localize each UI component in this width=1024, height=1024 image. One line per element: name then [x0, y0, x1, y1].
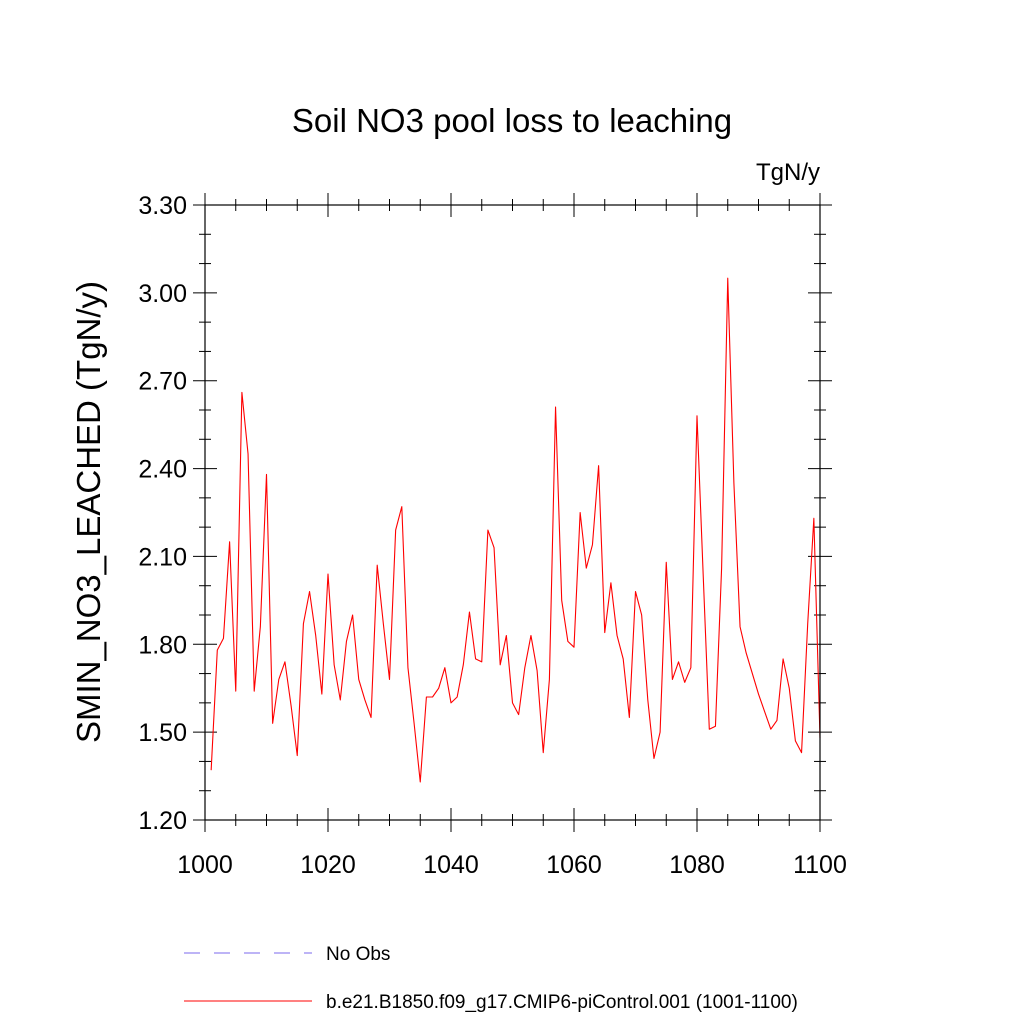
x-tick-label: 1060 — [546, 851, 602, 879]
series-line — [210, 277, 821, 783]
axis-ticks — [193, 193, 832, 832]
legend: No Obs b.e21.B1850.f09_g17.CMIP6-piContro… — [184, 944, 798, 1013]
x-tick-label: 1020 — [300, 851, 356, 879]
x-tick-label: 1000 — [177, 851, 233, 879]
y-tick-label: 3.30 — [138, 192, 187, 220]
chart-title: Soil NO3 pool loss to leaching — [292, 102, 732, 139]
y-axis-title: SMIN_NO3_LEACHED (TgN/y) — [70, 281, 107, 743]
tick-labels: 1000 1020 1040 1060 1080 1100 1.20 1.50 1.80 2.10… — [138, 192, 847, 879]
legend-label: No Obs — [326, 944, 390, 965]
y-tick-label: 2.10 — [138, 543, 187, 571]
y-tick-label: 2.40 — [138, 456, 187, 484]
y-tick-label: 1.80 — [138, 631, 187, 659]
x-tick-label: 1040 — [423, 851, 479, 879]
x-tick-label: 1080 — [669, 851, 725, 879]
plot-frame — [204, 204, 821, 821]
y-tick-label: 2.70 — [138, 368, 187, 396]
legend-label: b.e21.B1850.f09_g17.CMIP6-piControl.001 … — [326, 992, 798, 1013]
y-tick-label: 3.00 — [138, 280, 187, 308]
y-tick-label: 1.20 — [138, 807, 187, 835]
y-tick-label: 1.50 — [138, 719, 187, 747]
x-tick-label: 1100 — [793, 851, 847, 879]
units-label: TgN/y — [756, 159, 820, 186]
series-layer — [210, 277, 821, 783]
